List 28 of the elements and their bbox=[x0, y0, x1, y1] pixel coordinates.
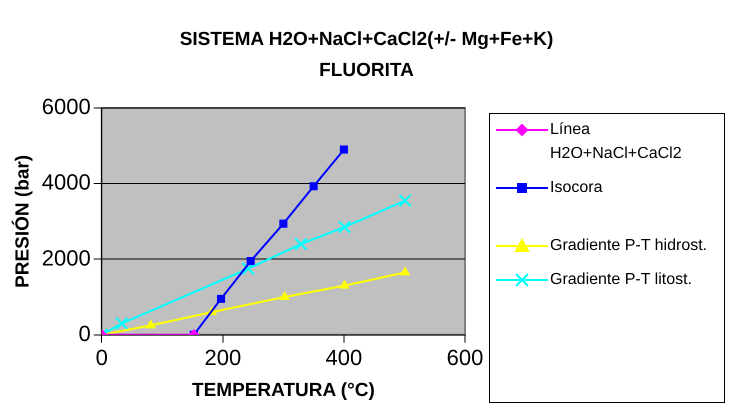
point bbox=[246, 257, 255, 266]
point bbox=[400, 266, 410, 276]
legend-label: Isocora bbox=[550, 178, 604, 198]
y-tick-label: 2000 bbox=[42, 245, 91, 270]
x-tick-label: 400 bbox=[326, 345, 362, 370]
point bbox=[280, 292, 290, 300]
x-tick-label: 0 bbox=[96, 345, 108, 370]
point bbox=[340, 280, 350, 289]
point bbox=[340, 146, 348, 154]
y-axis-title: PRESIÓN (bar) bbox=[12, 154, 34, 288]
x-axis-title: TEMPERATURA (°C) bbox=[192, 380, 375, 401]
y-tick-label: 0 bbox=[78, 320, 91, 346]
x-tick-label: 600 bbox=[446, 345, 484, 370]
point bbox=[279, 220, 288, 228]
chart-title: SISTEMA H2O+NaCl+CaCl2(+/- Mg+Fe+K) FLUORITA bbox=[178, 28, 554, 83]
legend-label: Gradiente P-T hidrost. bbox=[550, 236, 708, 256]
point bbox=[146, 320, 156, 328]
point bbox=[216, 294, 226, 303]
x-tick-label: 200 bbox=[204, 345, 242, 370]
point bbox=[398, 194, 412, 208]
point bbox=[310, 182, 318, 190]
y-tick-label: 4000 bbox=[42, 170, 91, 195]
point bbox=[242, 262, 255, 276]
legend-label: Línea H2O+NaCl+CaCl2 bbox=[550, 120, 683, 164]
point bbox=[338, 220, 352, 234]
legend-label: Gradiente P-T litost. bbox=[550, 270, 693, 290]
point bbox=[294, 237, 308, 251]
y-tick-label: 6000 bbox=[42, 94, 91, 120]
